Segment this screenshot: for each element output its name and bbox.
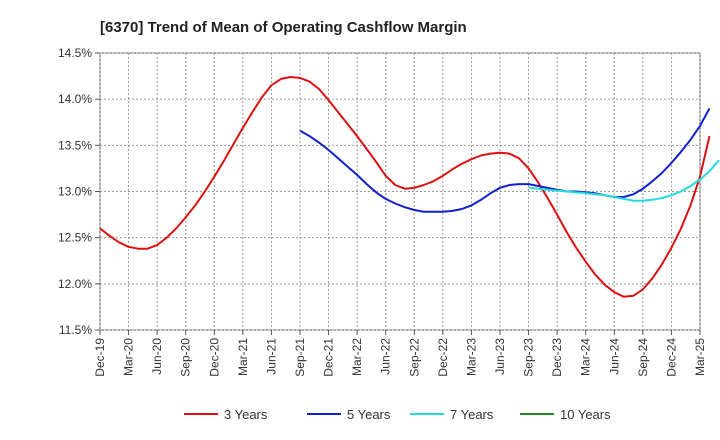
- x-tick-label: Dec-23: [550, 338, 564, 377]
- y-tick-label: 12.0%: [58, 277, 92, 291]
- y-tick-label: 13.5%: [58, 138, 92, 152]
- x-tick-label: Sep-24: [636, 338, 650, 377]
- series-line-3-years: [99, 76, 711, 298]
- x-tick-label: Mar-22: [350, 338, 364, 376]
- legend-label: 7 Years: [450, 407, 494, 422]
- x-tick-label: Mar-24: [579, 338, 593, 376]
- x-axis: Dec-19 Mar-20 Jun-20 Sep-20 Dec-20 Mar-21 Jun-…: [93, 330, 707, 377]
- x-tick-label: Jun-21: [264, 338, 278, 375]
- x-tick-label: Dec-19: [93, 338, 107, 377]
- y-tick-label: 14.5%: [58, 46, 92, 60]
- x-tick-label: Mar-21: [236, 338, 250, 376]
- x-tick-label: Jun-22: [379, 338, 393, 375]
- gridlines: [99, 52, 701, 331]
- y-tick-label: 14.0%: [58, 92, 92, 106]
- series-lines: [99, 76, 720, 298]
- x-tick-label: Jun-20: [150, 338, 164, 375]
- chart-title: [6370] Trend of Mean of Operating Cashfl…: [100, 19, 467, 36]
- series-line-7-years: [528, 159, 720, 202]
- x-tick-label: Jun-24: [607, 338, 621, 375]
- series-line-5-years: [299, 107, 711, 213]
- x-tick-label: Dec-22: [436, 338, 450, 377]
- x-tick-label: Mar-20: [122, 338, 136, 376]
- y-axis: 11.5% 12.0% 12.5% 13.0% 13.5% 14.0% 14.5%: [58, 46, 100, 337]
- x-tick-label: Dec-20: [207, 338, 221, 377]
- x-tick-label: Sep-23: [522, 338, 536, 377]
- x-tick-label: Sep-22: [407, 338, 421, 377]
- x-tick-label: Mar-25: [693, 338, 707, 376]
- legend-label: 5 Years: [347, 407, 391, 422]
- x-tick-label: Dec-21: [322, 338, 336, 377]
- legend: 3 Years 5 Years 7 Years 10 Years: [184, 407, 611, 422]
- y-tick-label: 11.5%: [59, 323, 92, 337]
- x-tick-label: Mar-23: [464, 338, 478, 376]
- x-tick-label: Dec-24: [664, 338, 678, 377]
- x-tick-label: Sep-20: [179, 338, 193, 377]
- x-tick-label: Jun-23: [493, 338, 507, 375]
- legend-label: 3 Years: [224, 407, 268, 422]
- y-tick-label: 12.5%: [58, 231, 92, 245]
- x-tick-label: Sep-21: [293, 338, 307, 377]
- y-tick-label: 13.0%: [58, 185, 92, 199]
- legend-label: 10 Years: [560, 407, 611, 422]
